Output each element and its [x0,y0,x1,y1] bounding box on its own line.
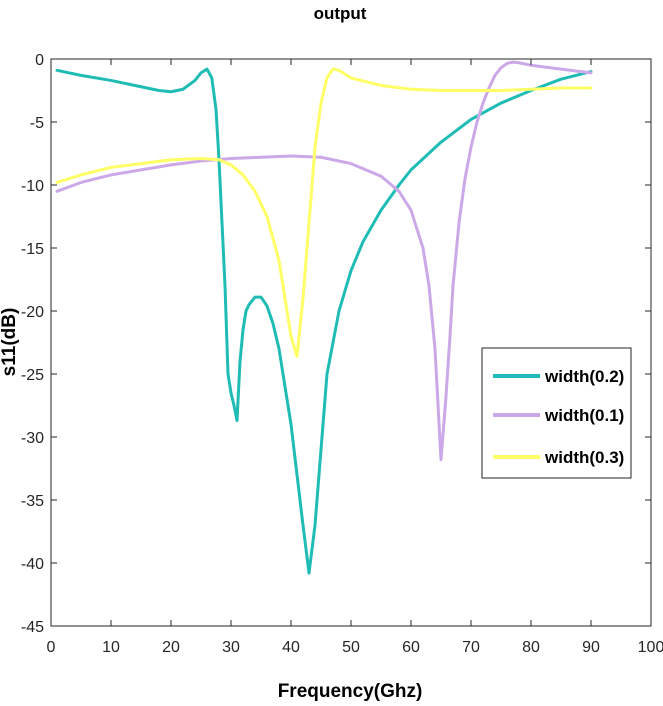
x-tick-label: 30 [222,639,240,656]
y-axis-ticks: 0 -5 -10 -15 -20 -25 -30 -35 -40 -45 [21,52,651,636]
legend-items: width(0.2) width(0.1) width(0.3) [493,367,624,467]
y-tick-label: 0 [35,52,44,69]
y-tick-label: -25 [21,367,44,384]
y-tick-label: -15 [21,241,44,258]
y-tick-label: -40 [21,556,44,573]
legend: width(0.2) width(0.1) width(0.3) [481,347,632,479]
y-tick-label: -35 [21,493,44,510]
plot-area: 0 10 20 30 40 50 60 70 80 90 100 0 -5 -10 -15 -20 -25 -3… [21,52,663,656]
y-tick-label: -10 [21,178,44,195]
x-axis-label: Frequency(Ghz) [278,681,423,702]
legend-label: width(0.2) [544,367,624,386]
x-tick-label: 40 [282,639,300,656]
x-tick-label: 90 [582,639,600,656]
legend-label: width(0.3) [544,448,624,467]
y-tick-label: -45 [21,619,44,636]
x-axis-ticks: 0 10 20 30 40 50 60 70 80 90 100 [47,59,663,656]
y-tick-label: -20 [21,304,44,321]
plot-frame [50,58,652,627]
x-tick-label: 0 [47,639,56,656]
x-tick-label: 100 [638,639,663,656]
x-tick-label: 80 [522,639,540,656]
y-axis-label: s11(dB) [0,308,20,377]
series-line-3 [55,67,593,358]
x-tick-label: 60 [402,639,420,656]
series-layer [55,60,593,575]
x-tick-label: 70 [462,639,480,656]
chart-title: output [314,4,367,23]
series-line-1 [55,67,593,575]
x-tick-label: 20 [162,639,180,656]
y-tick-label: -5 [30,115,44,132]
y-tick-label: -30 [21,430,44,447]
x-tick-label: 10 [102,639,120,656]
legend-label: width(0.1) [544,406,624,425]
x-tick-label: 50 [342,639,360,656]
